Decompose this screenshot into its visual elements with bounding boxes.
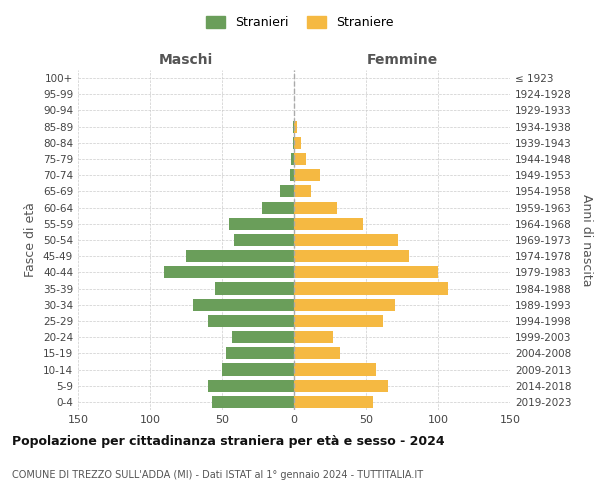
Bar xyxy=(233,234,294,246)
Bar xyxy=(294,202,337,213)
Y-axis label: Anni di nascita: Anni di nascita xyxy=(580,194,593,286)
Text: Maschi: Maschi xyxy=(159,53,213,67)
Legend: Stranieri, Straniere: Stranieri, Straniere xyxy=(202,11,398,34)
Bar xyxy=(208,315,294,327)
Bar xyxy=(280,186,294,198)
Bar xyxy=(186,250,294,262)
Bar xyxy=(294,396,373,408)
Text: COMUNE DI TREZZO SULL'ADDA (MI) - Dati ISTAT al 1° gennaio 2024 - TUTTITALIA.IT: COMUNE DI TREZZO SULL'ADDA (MI) - Dati I… xyxy=(12,470,423,480)
Bar xyxy=(294,364,376,376)
Bar xyxy=(294,298,395,311)
Y-axis label: Fasce di età: Fasce di età xyxy=(25,202,37,278)
Text: Popolazione per cittadinanza straniera per età e sesso - 2024: Popolazione per cittadinanza straniera p… xyxy=(12,435,445,448)
Bar xyxy=(294,186,311,198)
Bar xyxy=(294,250,409,262)
Bar xyxy=(229,218,294,230)
Bar xyxy=(232,331,294,343)
Bar xyxy=(226,348,294,360)
Bar xyxy=(215,282,294,294)
Bar xyxy=(291,153,294,165)
Bar xyxy=(294,218,363,230)
Bar xyxy=(293,120,294,132)
Bar xyxy=(294,137,301,149)
Bar xyxy=(222,364,294,376)
Bar xyxy=(294,315,383,327)
Bar xyxy=(294,234,398,246)
Bar xyxy=(212,396,294,408)
Bar xyxy=(294,282,448,294)
Bar xyxy=(164,266,294,278)
Bar xyxy=(294,348,340,360)
Bar xyxy=(290,169,294,181)
Bar xyxy=(294,331,333,343)
Bar xyxy=(294,120,297,132)
Bar xyxy=(293,137,294,149)
Bar xyxy=(294,266,438,278)
Text: Femmine: Femmine xyxy=(367,53,437,67)
Bar xyxy=(262,202,294,213)
Bar xyxy=(208,380,294,392)
Bar xyxy=(193,298,294,311)
Bar xyxy=(294,380,388,392)
Bar xyxy=(294,153,305,165)
Bar xyxy=(294,169,320,181)
